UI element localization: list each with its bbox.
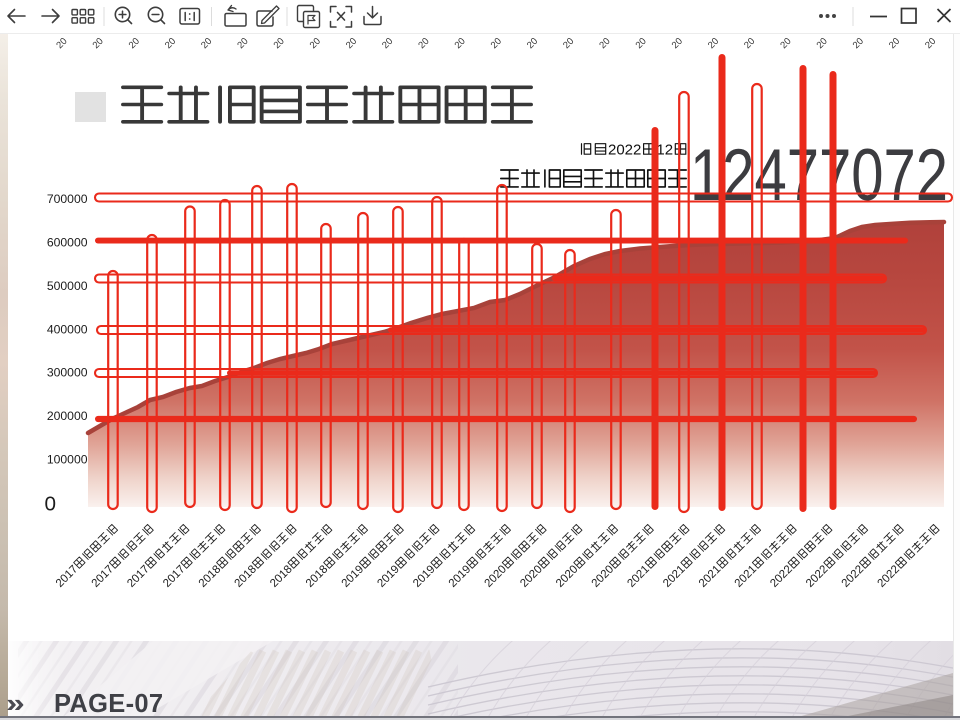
svg-text:20: 20: [597, 36, 612, 51]
svg-text:20: 20: [778, 36, 793, 51]
svg-text:2021: 2021: [733, 563, 760, 590]
svg-text:2017: 2017: [54, 563, 81, 590]
svg-text:20: 20: [308, 36, 323, 51]
svg-text:20: 20: [561, 36, 576, 51]
svg-text:2021: 2021: [661, 563, 688, 590]
svg-text:400000: 400000: [47, 322, 88, 336]
svg-text:20: 20: [127, 36, 142, 51]
svg-text:2020: 2020: [518, 563, 545, 590]
svg-text:2019: 2019: [411, 563, 438, 590]
svg-text:2022: 2022: [608, 142, 641, 159]
svg-text:12477072: 12477072: [690, 135, 948, 207]
svg-text:20: 20: [54, 36, 69, 51]
svg-text:20: 20: [416, 36, 431, 51]
svg-text:2017: 2017: [125, 563, 152, 590]
svg-text:20: 20: [851, 36, 866, 51]
svg-text:20: 20: [344, 36, 359, 51]
svg-text:20: 20: [634, 36, 649, 51]
svg-text:20: 20: [742, 36, 757, 51]
svg-text:2021: 2021: [697, 563, 724, 590]
svg-text:2019: 2019: [340, 563, 367, 590]
svg-text:20: 20: [489, 36, 504, 51]
svg-text:20: 20: [380, 36, 395, 51]
svg-text:12: 12: [656, 142, 673, 159]
svg-text:20: 20: [670, 36, 685, 51]
svg-text:2018: 2018: [268, 563, 295, 590]
svg-text:20: 20: [815, 36, 830, 51]
svg-text:20: 20: [199, 36, 214, 51]
svg-text:20: 20: [272, 36, 287, 51]
svg-text:2017: 2017: [90, 563, 117, 590]
svg-text:2020: 2020: [482, 563, 509, 590]
svg-text:20: 20: [923, 36, 938, 51]
svg-text:2019: 2019: [375, 563, 402, 590]
svg-text:2022: 2022: [840, 563, 867, 590]
svg-text:20: 20: [163, 36, 178, 51]
svg-text:2018: 2018: [304, 563, 331, 590]
svg-text:2022: 2022: [875, 563, 902, 590]
svg-text:300000: 300000: [47, 366, 88, 380]
svg-text:2017: 2017: [161, 563, 188, 590]
svg-text:500000: 500000: [47, 279, 88, 293]
svg-text:2018: 2018: [197, 563, 224, 590]
svg-text:20: 20: [91, 36, 106, 51]
svg-text:2022: 2022: [768, 563, 795, 590]
svg-text:200000: 200000: [47, 409, 88, 423]
svg-text:2019: 2019: [447, 563, 474, 590]
svg-text:2018: 2018: [232, 563, 259, 590]
svg-text:100000: 100000: [47, 453, 88, 467]
svg-text:20: 20: [235, 36, 250, 51]
svg-text:20: 20: [453, 36, 468, 51]
svg-text:20: 20: [706, 36, 721, 51]
svg-text:2022: 2022: [804, 563, 831, 590]
svg-text:2021: 2021: [625, 563, 652, 590]
svg-text:2020: 2020: [554, 563, 581, 590]
svg-text:0: 0: [44, 493, 56, 516]
svg-text:700000: 700000: [47, 192, 88, 206]
svg-text:20: 20: [887, 36, 902, 51]
svg-text:2020: 2020: [590, 563, 617, 590]
svg-text:600000: 600000: [47, 235, 88, 249]
svg-text:20: 20: [525, 36, 540, 51]
